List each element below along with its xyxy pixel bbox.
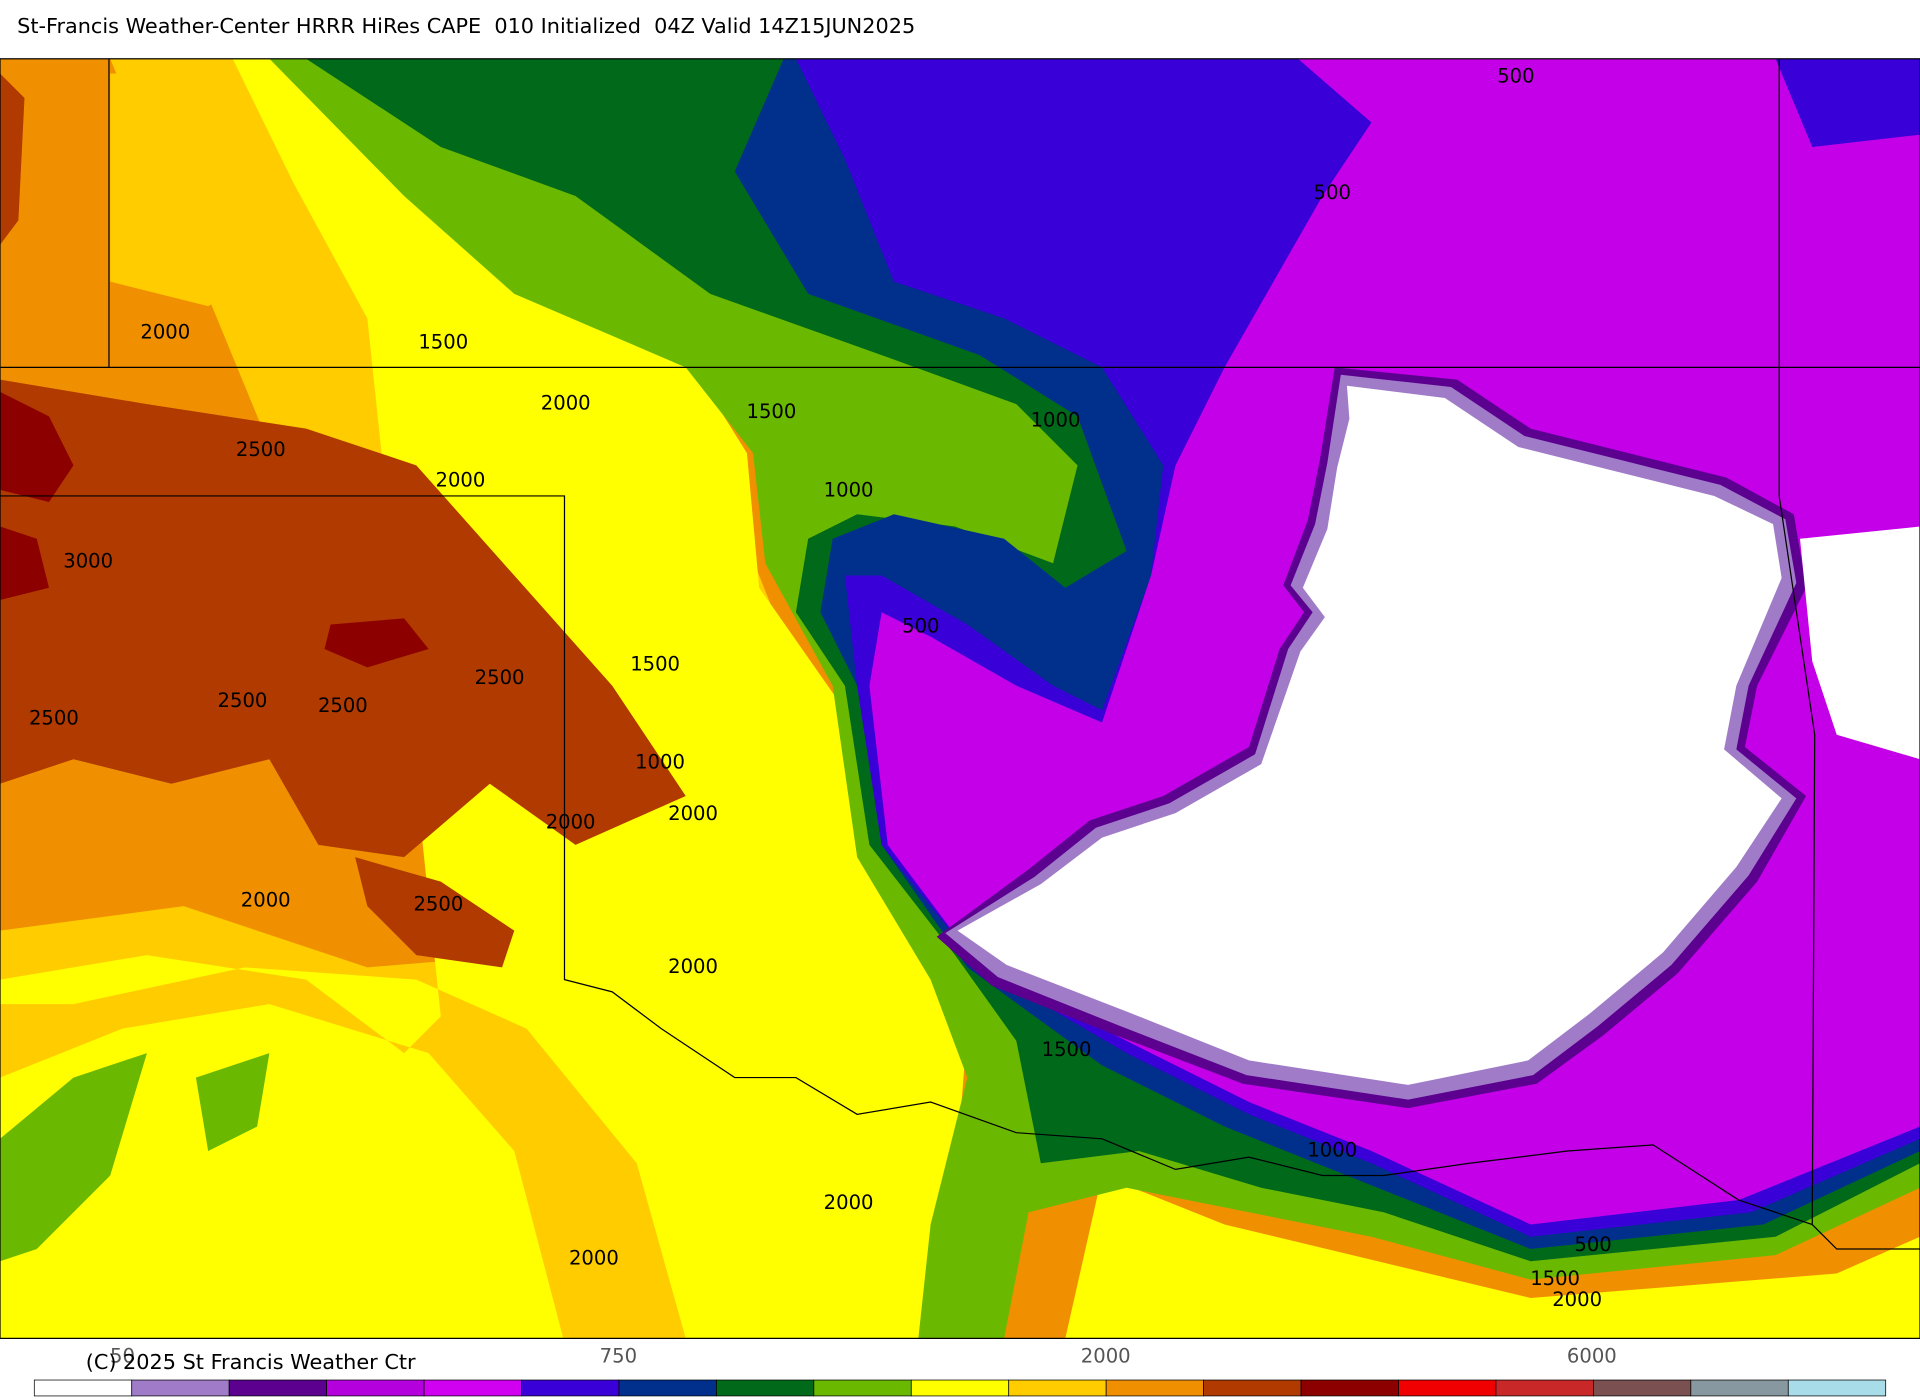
rust-region [0,73,25,245]
contour-label: 2500 [236,438,286,461]
contour-label: 2500 [475,666,525,689]
colorbar-swatch [521,1379,620,1397]
contour-label: 1000 [824,479,874,502]
state-borders [0,58,1920,1250]
contour-label: 2000 [541,392,591,415]
contour-label: 2000 [241,889,291,912]
colorbar-swatch [33,1379,133,1397]
rust-region [355,857,515,968]
colorbar-label: 750 [600,1344,637,1367]
green-region [195,1053,270,1152]
contour-label: 2500 [29,706,79,729]
contour-label: 1500 [1530,1267,1580,1290]
contour-label: 1500 [1042,1038,1092,1061]
contour-label: 2000 [435,469,485,492]
contour-label: 1500 [418,330,468,353]
colorbar-label: 50 [110,1344,135,1367]
colorbar-swatch [618,1379,717,1397]
gold-region [110,73,319,307]
contour-label: 2000 [546,810,596,833]
contour-label: 1000 [635,750,685,773]
colorbar-swatch [326,1379,425,1397]
contour-label: 2500 [218,689,268,712]
yellow-region [1065,1175,1920,1339]
colorbar-swatch [1787,1379,1887,1397]
colorbar-swatch [910,1379,1010,1397]
green-region [0,1053,147,1262]
contour-label: 2000 [1552,1288,1602,1311]
blue-region [1775,58,1920,147]
contour-label: 500 [1314,181,1351,204]
colorbar-swatch [1008,1379,1107,1397]
white-region [957,385,1782,1085]
title: St-Francis Weather-Center HRRR HiRes CAP… [17,14,915,38]
rust-region [0,379,686,858]
contour-label: 2500 [413,892,463,915]
colorbar-swatch [423,1379,522,1397]
colorbar-label: 2000 [1081,1344,1131,1367]
white-region [1800,526,1920,760]
colorbar-swatch [131,1379,230,1397]
colorbar-swatch [1398,1379,1497,1397]
contour-label: 1500 [630,652,680,675]
contour-label: 1000 [1307,1139,1357,1162]
contour-label: 2000 [668,955,718,978]
contour-label: 2000 [824,1191,874,1214]
copyright: (C) 2025 St Francis Weather Ctr [86,1350,416,1374]
colorbar-swatch [813,1379,912,1397]
colorbar-swatch [1300,1379,1399,1397]
colorbar-swatch [1495,1379,1594,1397]
contour-label: 1500 [747,400,797,423]
colorbar [33,1379,1887,1397]
contour-label: 3000 [63,550,113,573]
darkred-patch [0,526,49,601]
contour-label: 2000 [140,321,190,344]
contour-label: 2500 [318,694,368,717]
colorbar-swatch [228,1379,327,1397]
colorbar-label: 6000 [1567,1344,1617,1367]
darkred-patch [324,618,429,668]
map-frame [0,58,1920,1339]
contour-label: 2000 [569,1246,619,1269]
contour-label: 500 [902,614,939,637]
colorbar-swatch [716,1379,815,1397]
colorbar-swatch [1105,1379,1204,1397]
contour-label: 1000 [1031,409,1081,432]
darkred-patch [0,391,74,503]
colorbar-swatch [1690,1379,1789,1397]
contour-label: 2000 [668,802,718,825]
contour-label: 500 [1574,1233,1611,1256]
colorbar-swatch [1593,1379,1692,1397]
contour-label: 500 [1497,65,1534,88]
colorbar-swatch [1203,1379,1302,1397]
